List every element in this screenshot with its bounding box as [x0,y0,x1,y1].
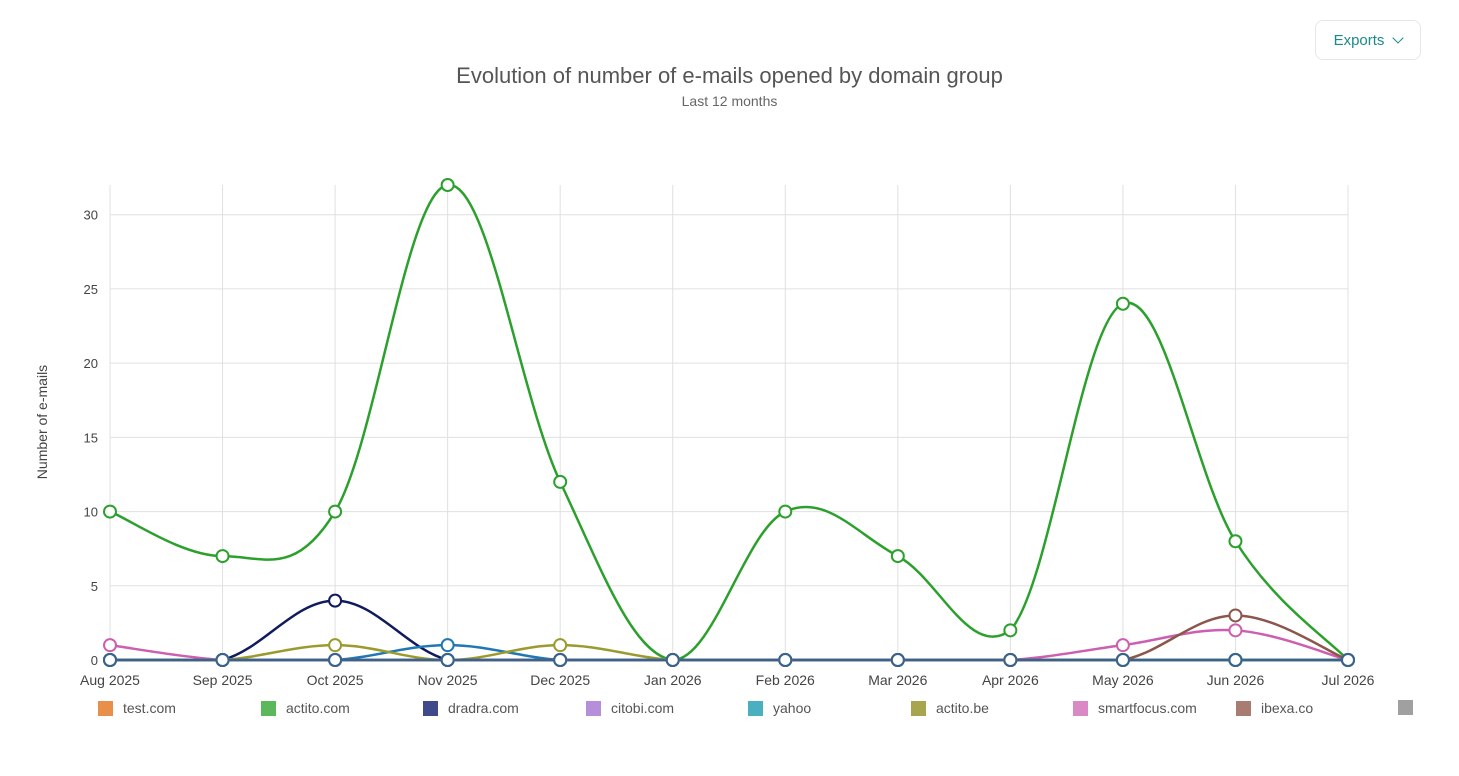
legend-item-dradra-com[interactable]: dradra.com [423,700,519,716]
data-point-actito-com [778,504,793,519]
data-point-other [890,653,905,667]
data-point-smartfocus-com [1228,623,1243,638]
y-tick-label: 10 [84,505,98,520]
chart-grid [109,185,1349,661]
legend-item-test-com[interactable]: test.com [98,700,176,716]
legend-label: actito.be [936,700,989,716]
data-point-other [103,653,117,667]
legend-swatch [1398,700,1413,715]
chart-legend: test.com actito.com dradra.com citobi.com ya… [98,700,1438,720]
data-point-actito-com [1115,296,1130,311]
x-tick-label: Nov 2025 [418,672,478,688]
legend-label: smartfocus.com [1098,700,1197,716]
y-tick-label: 25 [84,282,98,297]
x-tick-label: Jun 2026 [1207,672,1265,688]
y-axis-ticks: 0 5 10 15 20 25 30 [84,208,98,668]
y-tick-label: 0 [91,653,98,668]
x-tick-label: Mar 2026 [868,672,927,688]
x-tick-label: Aug 2025 [80,672,140,688]
legend-swatch [1073,700,1088,716]
x-tick-label: Feb 2026 [756,672,815,688]
legend-item-smartfocus-com[interactable]: smartfocus.com [1073,700,1197,716]
legend-swatch [261,700,276,716]
legend-swatch [748,700,763,716]
legend-item-citobi-com[interactable]: citobi.com [586,700,674,716]
series-line-actito-be [110,643,1348,662]
x-tick-label: May 2026 [1092,672,1154,688]
x-tick-label: Jan 2026 [644,672,702,688]
legend-label: test.com [123,700,176,716]
data-point-other [1228,653,1243,667]
legend-label: actito.com [286,700,350,716]
x-tick-label: Jul 2026 [1322,672,1375,688]
legend-label: yahoo [773,700,812,716]
y-tick-label: 20 [84,356,98,371]
x-tick-label: Sep 2025 [193,672,253,688]
data-point-actito-be [328,638,343,653]
data-point-other [215,653,230,667]
legend-item-ibexa-co[interactable]: ibexa.co [1236,700,1313,716]
y-tick-label: 15 [84,430,98,445]
legend-swatch [98,700,113,716]
series-line-dradra-com [110,599,1348,662]
data-point-yahoo [440,638,455,653]
chart-subtitle: Last 12 months [681,93,778,109]
data-point-actito-be [553,638,568,653]
x-tick-label: Apr 2026 [982,672,1039,688]
data-point-actito-com [1228,534,1243,549]
data-point-dradra-com [328,593,343,608]
data-point-smartfocus-com [103,638,117,653]
series-points [103,178,1355,667]
legend-label: ibexa.co [1261,700,1314,716]
y-tick-label: 30 [84,208,98,223]
data-point-actito-com [328,504,343,519]
legend-label: dradra.com [448,700,519,716]
data-point-actito-com [440,178,455,192]
series-line-actito-com [109,183,1349,662]
data-point-other [665,653,680,667]
data-point-actito-com [1003,623,1018,638]
data-point-other [440,653,455,667]
legend-item-yahoo[interactable]: yahoo [748,700,811,716]
legend-swatch [1236,700,1251,716]
data-point-ibexa-co [1228,608,1243,623]
data-point-other [1115,653,1130,667]
data-point-other [1003,653,1018,667]
data-point-actito-com [103,504,117,519]
legend-swatch [423,700,438,716]
legend-label: citobi.com [611,700,675,716]
data-point-actito-com [215,549,230,564]
exports-label: Exports [1333,31,1385,49]
data-point-actito-com [890,549,905,564]
data-point-other [328,653,343,667]
series-lines [109,183,1349,662]
legend-item-actito-com[interactable]: actito.com [261,700,350,716]
chart-title: Evolution of number of e-mails opened by… [456,63,1003,88]
data-point-actito-com [553,474,568,489]
data-point-other [778,653,793,667]
series-line-yahoo [110,643,1348,662]
data-point-other [553,653,568,667]
legend-item-actito-be[interactable]: actito.be [911,700,989,716]
legend-item-other[interactable] [1398,700,1413,715]
x-tick-label: Oct 2025 [307,672,364,688]
x-axis-ticks: Aug 2025 Sep 2025 Oct 2025 Nov 2025 Dec 2025… [80,672,1375,688]
data-point-other [1341,653,1355,667]
x-tick-label: Dec 2025 [530,672,590,688]
data-point-smartfocus-com [1115,638,1130,653]
line-chart: 0 5 10 15 20 25 30 Aug 2025 Sep 2025 Oct 2025 Nov… [80,178,1375,688]
legend-swatch [586,700,601,716]
legend-swatch [911,700,926,716]
y-tick-label: 5 [91,579,98,594]
exports-button[interactable]: Exports [1315,20,1421,60]
